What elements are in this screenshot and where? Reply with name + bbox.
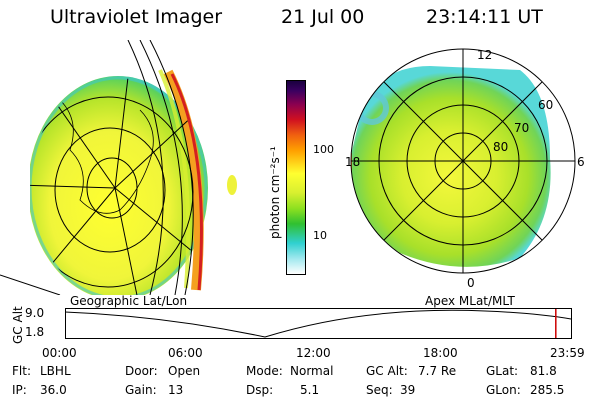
mlt-label-12: 12 [477, 48, 493, 62]
timeline-xtick-0000: 00:00 [42, 346, 77, 360]
glat-value: 81.8 [530, 364, 557, 378]
glon-label: GLon: [486, 383, 521, 397]
mlt-label-6: 6 [577, 155, 585, 169]
colorbar-tick-10: 10 [313, 229, 327, 242]
colorbar-tick-100: 100 [313, 143, 334, 156]
mode-label: Mode: [246, 364, 283, 378]
filter-label: Flt: [12, 364, 31, 378]
color-scale-bar [286, 80, 306, 275]
timeline-xtick-1800: 18:00 [423, 346, 458, 360]
geographic-image [0, 40, 237, 295]
lat-label-70: 70 [514, 121, 530, 135]
apex-panel-label: Apex MLat/MLT [425, 294, 515, 308]
timeline-xtick-0600: 06:00 [168, 346, 203, 360]
lat-label-80: 80 [493, 140, 509, 154]
dsp-label: Dsp: [246, 383, 274, 397]
seq-value: 39 [400, 383, 416, 397]
colorbar-units-label: photon cm⁻²s⁻¹ [268, 146, 282, 239]
timeline-ylabel: GC Alt [11, 306, 25, 344]
timeline-ytick-bottom: 1.8 [25, 325, 45, 339]
gc-alt-value: 7.7 Re [418, 364, 457, 378]
mlt-label-18: 18 [345, 155, 361, 169]
mode-value: Normal [290, 364, 334, 378]
door-value: Open [168, 364, 201, 378]
glon-value: 285.5 [530, 383, 565, 397]
geographic-panel-label: Geographic Lat/Lon [70, 294, 188, 308]
door-label: Door: [125, 364, 158, 378]
dsp-value: 5.1 [300, 383, 320, 397]
app-title: Ultraviolet Imager [50, 6, 223, 28]
lat-label-60: 60 [538, 98, 554, 112]
gain-value: 13 [168, 383, 184, 397]
timeline-xtick-2359: 23:59 [550, 346, 585, 360]
timeline-ytick-top: 9.0 [25, 306, 45, 320]
gain-label: Gain: [125, 383, 157, 397]
gc-alt-label: GC Alt: [366, 364, 408, 378]
filter-value: LBHL [40, 364, 71, 378]
timeline-xtick-1200: 12:00 [296, 346, 331, 360]
ip-value: 36.0 [40, 383, 67, 397]
glat-label: GLat: [486, 364, 519, 378]
mlt-label-0: 0 [467, 276, 475, 290]
date-label: 21 Jul 00 [281, 6, 365, 28]
altitude-timeline [65, 308, 572, 339]
ip-label: IP: [12, 383, 27, 397]
seq-label: Seq: [366, 383, 393, 397]
polar-mlt-plot [350, 48, 576, 274]
time-label: 23:14:11 UT [426, 6, 543, 28]
